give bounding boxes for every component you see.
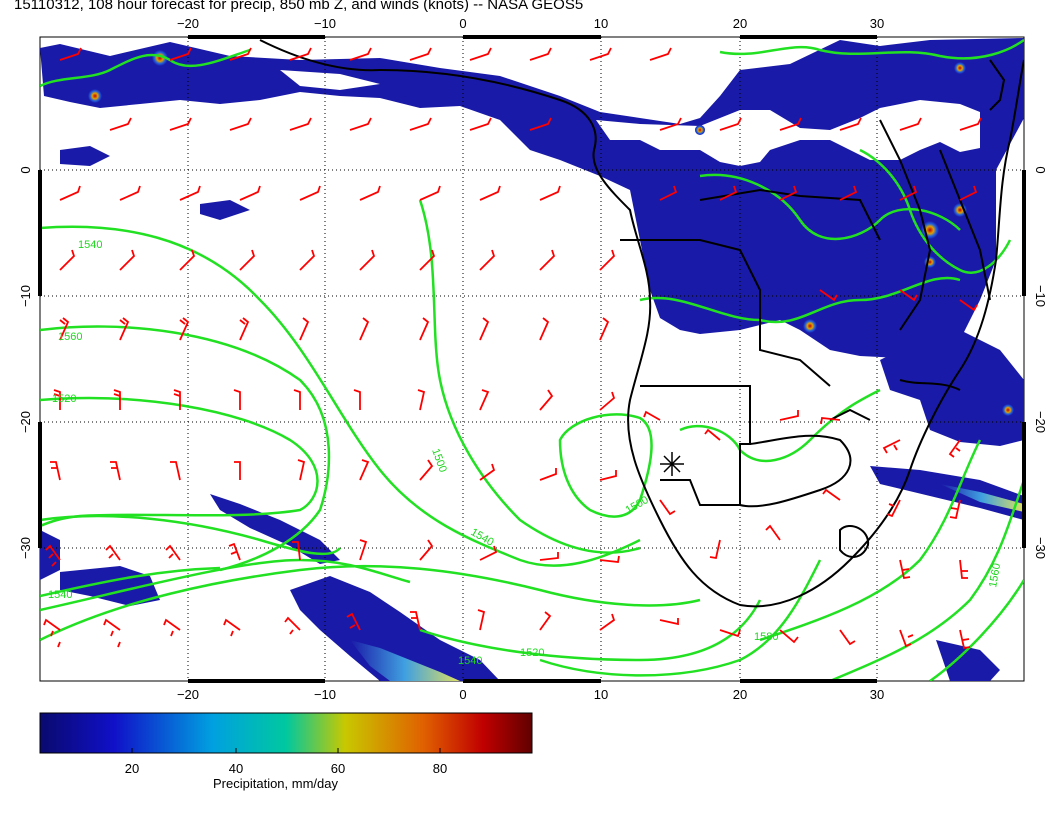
station-marker-icon (660, 452, 684, 476)
contour-label: 1560 (987, 562, 1003, 588)
lat-tick-label: −10 (18, 285, 33, 307)
lat-tick-label: −20 (1033, 411, 1048, 433)
lon-tick-label: −10 (314, 16, 336, 31)
contour-label: 1560 (58, 331, 82, 343)
lon-tick-label: −10 (314, 687, 336, 702)
wind-barbs (43, 47, 982, 650)
colorbar-label: Precipitation, mm/day (213, 776, 338, 791)
frame-ticks (38, 35, 1026, 683)
lat-tick-label: 0 (1033, 166, 1048, 173)
lat-labels-left: 0 −10 −20 −30 (18, 166, 33, 559)
height-contours (40, 38, 1024, 681)
lat-tick-label: −20 (18, 411, 33, 433)
colorbar-tick-label: 40 (229, 761, 243, 776)
colorbar: 20 40 60 80 (39, 712, 533, 776)
colorbar-gradient (39, 712, 533, 754)
colorbar-tick-label: 80 (433, 761, 447, 776)
contour-label: 1540 (458, 655, 482, 667)
map-title: 15110312, 108 hour forecast for precip, … (14, 0, 584, 13)
contour-label: 1520 (520, 647, 544, 659)
lat-tick-label: 0 (18, 166, 33, 173)
lon-tick-label: 0 (459, 687, 466, 702)
lon-tick-label: 20 (733, 687, 747, 702)
lon-labels-top: −20 −10 0 10 20 30 (177, 16, 884, 31)
lon-tick-label: 30 (870, 16, 884, 31)
lat-tick-label: −10 (1033, 285, 1048, 307)
lat-tick-label: −30 (1033, 537, 1048, 559)
contour-label: 1540 (48, 589, 72, 601)
lon-labels-bottom: −20 −10 0 10 20 30 (177, 687, 884, 702)
contour-label: 1520 (52, 393, 76, 405)
lat-tick-label: −30 (18, 537, 33, 559)
lon-tick-label: 10 (594, 687, 608, 702)
colorbar-tick-label: 60 (331, 761, 345, 776)
lon-tick-label: 20 (733, 16, 747, 31)
precipitation-layer (40, 38, 1024, 681)
coastlines (259, 39, 1024, 608)
colorbar-tick-label: 20 (125, 761, 139, 776)
lon-tick-label: 0 (459, 16, 466, 31)
contour-label: 1540 (78, 239, 102, 251)
lon-tick-label: −20 (177, 687, 199, 702)
lon-tick-label: 10 (594, 16, 608, 31)
lat-labels-right: 0 −10 −20 −30 (1033, 166, 1048, 559)
lon-tick-label: −20 (177, 16, 199, 31)
contour-label: 1580 (754, 631, 778, 643)
lon-tick-label: 30 (870, 687, 884, 702)
